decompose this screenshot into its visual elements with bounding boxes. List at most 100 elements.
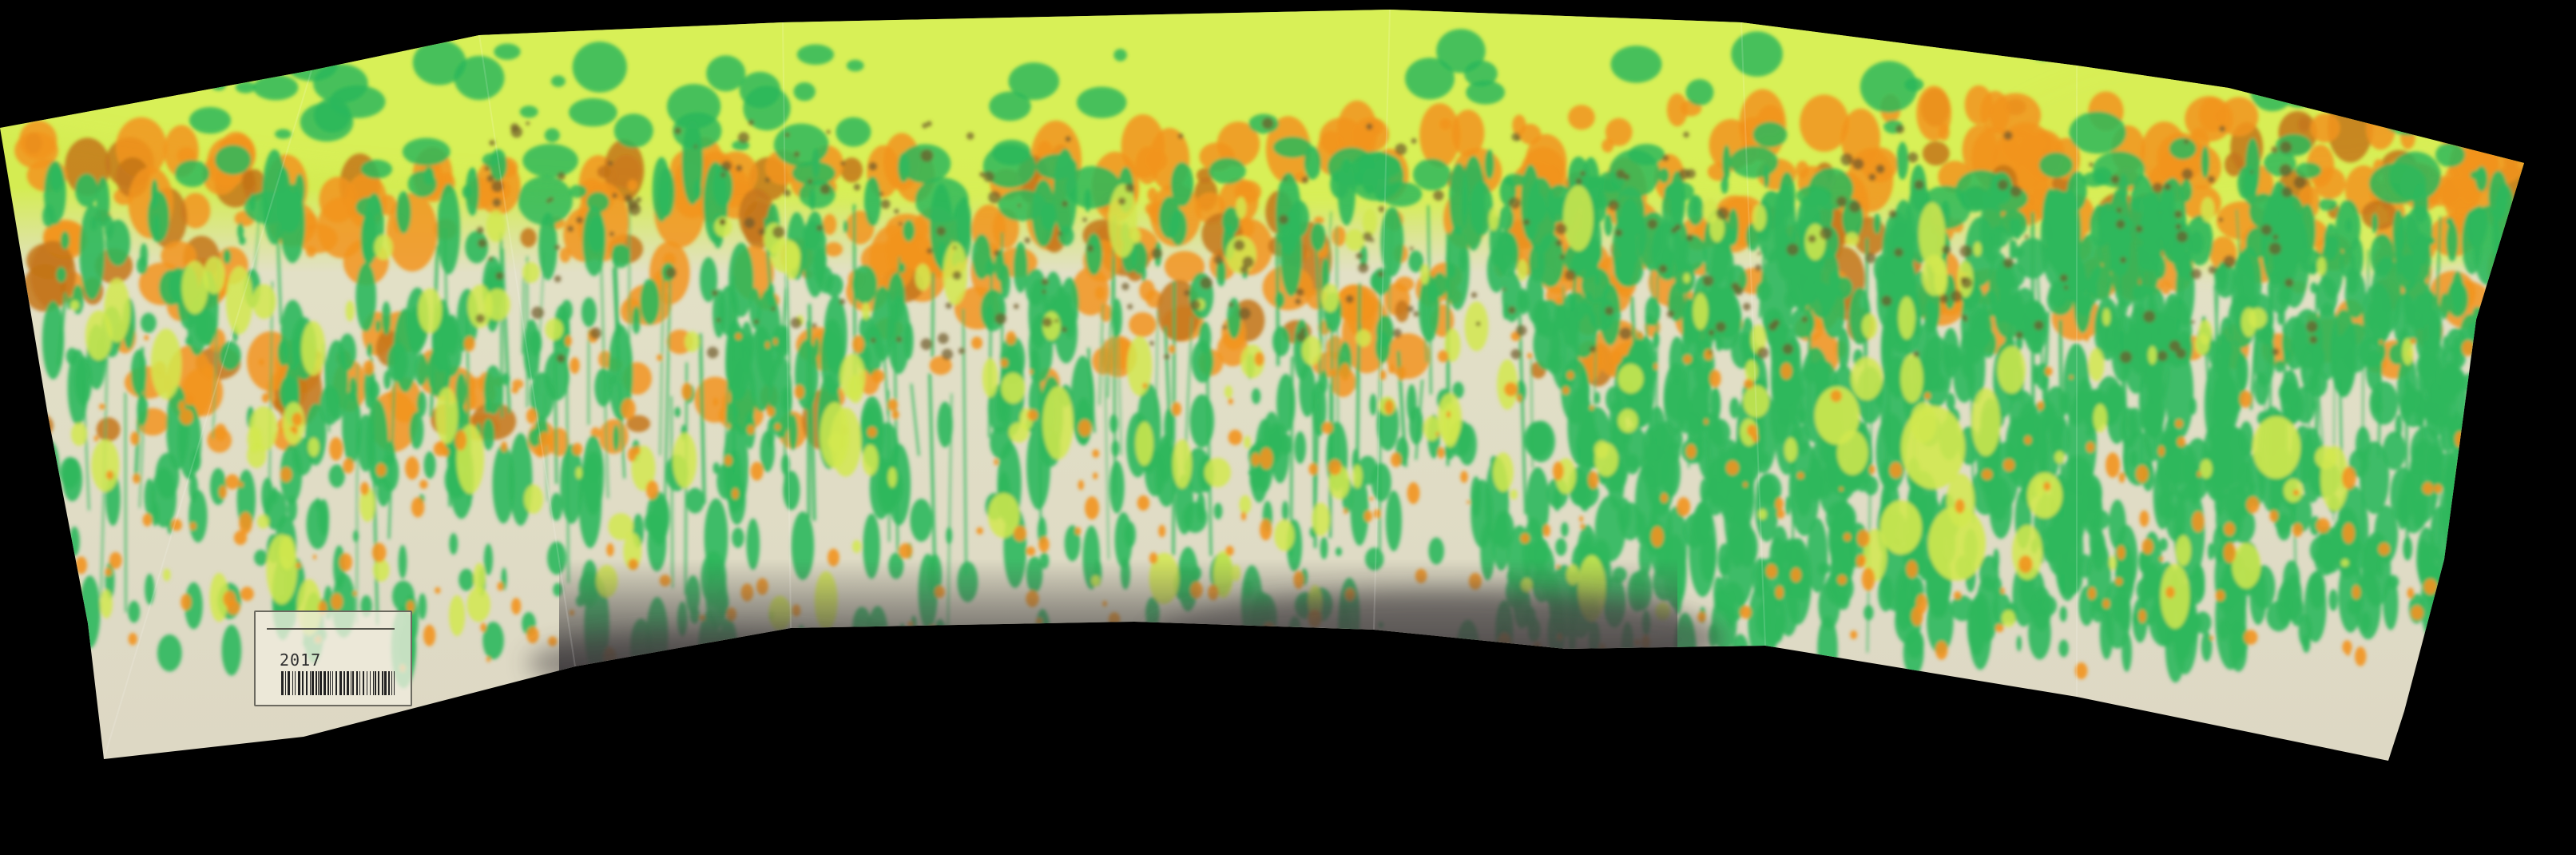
paint-drop bbox=[1471, 292, 1477, 298]
paint-drop bbox=[1476, 321, 1481, 326]
paint-drop bbox=[852, 540, 861, 553]
paint-drop bbox=[681, 383, 692, 400]
paint-drop bbox=[1027, 410, 1038, 421]
paint-drop bbox=[2116, 220, 2125, 229]
paint-drop bbox=[526, 626, 538, 643]
paint-drop bbox=[1062, 327, 1067, 332]
paint-drop bbox=[2272, 234, 2278, 240]
paint-drop bbox=[1391, 452, 1401, 467]
paint-drop bbox=[2470, 563, 2485, 593]
paint-drop bbox=[818, 266, 833, 293]
paint-drop bbox=[707, 347, 718, 358]
paint-drop bbox=[720, 219, 726, 225]
paint-drop bbox=[1173, 439, 1192, 489]
paint-drop bbox=[927, 248, 932, 253]
paint-drop bbox=[346, 300, 355, 321]
paint-drop bbox=[1954, 591, 1962, 599]
paint-drop bbox=[2106, 452, 2120, 478]
paint-drop bbox=[2244, 630, 2257, 645]
label-rule bbox=[267, 628, 395, 630]
paint-drop bbox=[2404, 384, 2417, 412]
paint-drop bbox=[1722, 145, 1731, 180]
paint-drop bbox=[1441, 403, 1459, 447]
paint-drop bbox=[2200, 459, 2212, 479]
paint-drop bbox=[225, 475, 239, 490]
paint-drop bbox=[1300, 328, 1306, 333]
paint-drop bbox=[2031, 587, 2052, 631]
paint-streak bbox=[1040, 380, 1041, 529]
paint-drop bbox=[794, 82, 816, 101]
paint-drop bbox=[2447, 280, 2468, 317]
paint-drop bbox=[1556, 223, 1567, 234]
paint-drop bbox=[804, 220, 822, 250]
paint-drop bbox=[894, 209, 899, 213]
paint-drop bbox=[249, 406, 277, 451]
paint-drop bbox=[522, 144, 578, 177]
paint-drop bbox=[1109, 184, 1137, 257]
paint-drop bbox=[1659, 168, 1669, 183]
barcode-bar bbox=[292, 671, 293, 695]
paint-drop bbox=[1686, 444, 1697, 459]
paint-drop bbox=[1260, 519, 1272, 541]
paint-drop bbox=[254, 550, 268, 566]
paint-drop bbox=[744, 217, 756, 229]
paint-drop bbox=[2213, 526, 2225, 563]
paint-drop bbox=[2490, 276, 2510, 301]
paint-drop bbox=[1272, 326, 1290, 356]
paint-drop bbox=[511, 126, 522, 137]
paint-drop bbox=[2261, 225, 2272, 236]
paint-drop bbox=[946, 302, 952, 308]
paint-drop bbox=[484, 398, 490, 414]
paint-drop bbox=[927, 626, 937, 639]
paint-drop bbox=[1562, 386, 1570, 394]
paint-drop bbox=[2372, 213, 2378, 234]
paint-drop bbox=[983, 171, 994, 182]
paint-drop bbox=[2090, 205, 2112, 246]
paint-drop bbox=[151, 468, 177, 528]
paint-drop bbox=[2060, 274, 2068, 282]
paint-drop bbox=[795, 385, 804, 400]
paint-drop bbox=[1197, 493, 1205, 523]
paint-drop bbox=[1822, 563, 1830, 574]
paint-drop bbox=[738, 132, 749, 143]
paint-drop bbox=[1082, 217, 1087, 222]
paint-drop bbox=[1228, 302, 1233, 307]
paint-drop bbox=[1901, 406, 1965, 489]
paint-drop bbox=[2486, 472, 2491, 482]
paint-drop bbox=[2487, 592, 2493, 610]
paint-drop bbox=[1121, 283, 1129, 290]
paint-drop bbox=[1709, 330, 1714, 336]
paint-drop bbox=[2294, 176, 2307, 189]
paint-drop bbox=[2118, 596, 2130, 631]
paint-drop bbox=[868, 162, 877, 171]
paint-drop bbox=[2450, 575, 2455, 592]
paint-drop bbox=[484, 543, 493, 575]
paint-drop bbox=[1078, 480, 1085, 491]
paint-drop bbox=[775, 424, 780, 431]
paint-drop bbox=[1413, 311, 1419, 316]
barcode-bar bbox=[281, 671, 284, 695]
paint-drop bbox=[1489, 208, 1498, 231]
paint-drop bbox=[1836, 197, 1847, 207]
paint-drop bbox=[1755, 264, 1762, 272]
paint-drop bbox=[1860, 555, 1866, 566]
paint-drop bbox=[1568, 105, 1595, 129]
paint-drop bbox=[1671, 228, 1677, 233]
paint-drop bbox=[372, 543, 387, 562]
paint-drop bbox=[253, 75, 298, 101]
paint-drop bbox=[1895, 125, 1904, 133]
paint-drop bbox=[2003, 258, 2014, 268]
paint-drop bbox=[215, 145, 252, 175]
paint-drop bbox=[486, 657, 490, 662]
paint-drop bbox=[927, 121, 932, 126]
paint-drop bbox=[1460, 471, 1468, 483]
paint-drop bbox=[797, 625, 806, 658]
paint-drop bbox=[1862, 314, 1878, 339]
paint-drop bbox=[280, 467, 292, 483]
paint-drop bbox=[1345, 229, 1365, 251]
paint-drop bbox=[1493, 452, 1514, 491]
paint-drop bbox=[2342, 467, 2356, 489]
paint-drop bbox=[75, 556, 87, 574]
paint-drop bbox=[2081, 475, 2102, 513]
paint-drop bbox=[1875, 165, 1884, 173]
